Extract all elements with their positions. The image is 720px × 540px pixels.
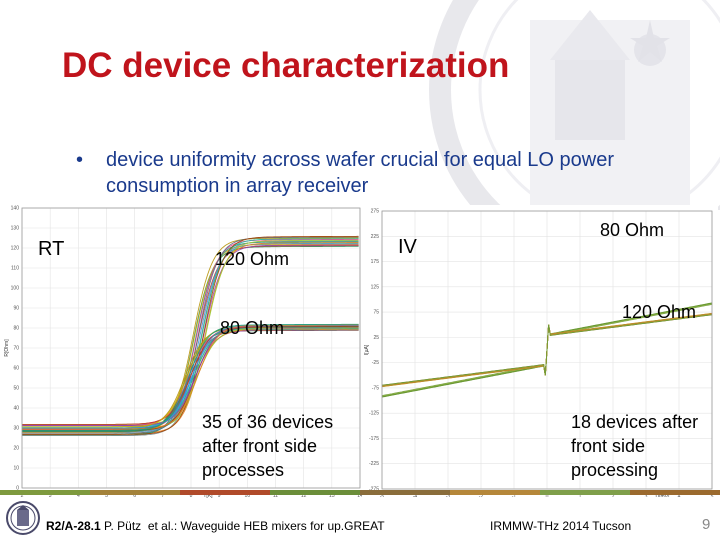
footer-reference-text: P. Pütz et al.: Waveguide HEB mixers for… (100, 519, 385, 533)
bullet-marker: • (76, 149, 84, 171)
rt-y-tick-label: 0 (16, 486, 19, 492)
rt-x-tick-label: 11 (273, 493, 278, 498)
iv-device-curve (381, 314, 713, 386)
rt-y-tick-label: 40 (13, 406, 19, 412)
rt-x-tick-label: 10 (245, 493, 251, 498)
label-80-ohm-right: 80 Ohm (600, 220, 665, 240)
page-number: 9 (702, 516, 711, 533)
iv-x-axis-label: U[mV] (656, 494, 671, 497)
iv-curves (381, 302, 713, 398)
iv-y-tick-label: 75 (373, 310, 379, 316)
rt-y-tick-label: 100 (11, 286, 20, 292)
rt-x-tick-label: 5 (105, 493, 108, 498)
iv-y-tick-label: -275 (369, 487, 379, 493)
rt-x-tick-label: 9 (218, 493, 221, 498)
iv-curve-chart: -5 -4 -3 -2 -1 0 1 2 3 4 5 -275 -225 -175 -125 -75 -25 25… (362, 205, 718, 497)
rt-axes: 2 3 4 5 6 7 8 9 10 11 12 13 140102030405060708090100… (4, 206, 363, 499)
iv-y-tick-label: 125 (371, 284, 380, 290)
iv-x-tick-label: -1 (512, 494, 517, 497)
rt-x-tick-label: 6 (133, 493, 136, 498)
rt-x-tick-label: 4 (77, 493, 80, 498)
iv-y-tick-label: -125 (369, 411, 379, 417)
footer-color-bar (0, 490, 720, 495)
footer-bar-segment (450, 490, 540, 495)
bullet-text: device uniformity across wafer crucial f… (106, 149, 614, 197)
footer-bar-segment (270, 490, 360, 495)
iv-x-tick-label: -5 (380, 494, 385, 497)
iv-y-tick-label: -75 (372, 385, 379, 391)
rt-x-tick-label: 8 (190, 493, 193, 498)
label-80-ohm-left: 80 Ohm (220, 318, 285, 338)
iv-y-tick-label: 275 (371, 209, 380, 215)
rt-x-axis-label: T[K] (203, 493, 213, 498)
footer-bar-segment (90, 490, 180, 495)
rt-y-tick-label: 50 (13, 386, 19, 392)
rt-y-tick-label: 60 (13, 366, 19, 372)
iv-x-tick-label: 1 (579, 494, 582, 497)
slide-title: DC device characterization (62, 46, 510, 85)
rt-y-tick-label: 110 (11, 266, 19, 272)
iv-x-tick-label: 2 (612, 494, 615, 497)
rt-y-tick-label: 10 (13, 466, 19, 472)
rt-x-tick-label: 12 (301, 493, 307, 498)
rt-x-tick-label: 7 (161, 493, 164, 498)
rt-resistance-chart: 2 3 4 5 6 7 8 9 10 11 12 13 140102030405060708090100… (2, 202, 364, 498)
rt-y-tick-label: 20 (13, 446, 19, 452)
rt-y-axis-label: R[Ohm] (4, 339, 10, 357)
iv-y-tick-label: 225 (371, 234, 380, 240)
label-rt: RT (38, 238, 65, 260)
rt-x-tick-label: 3 (49, 493, 52, 498)
rt-curves (22, 235, 359, 437)
iv-x-tick-label: 0 (546, 494, 549, 497)
footer-bar-segment (630, 490, 720, 495)
iv-x-tick-label: 5 (711, 494, 714, 497)
label-devices-left: 35 of 36 devices after front side proces… (202, 412, 334, 480)
rt-y-tick-label: 30 (13, 426, 19, 432)
footer-reference: R2/A-28.1 P. Pütz et al.: Waveguide HEB … (46, 519, 385, 533)
university-seal-watermark (429, 0, 720, 210)
footer-conference: IRMMW-THz 2014 Tucson (490, 519, 632, 533)
university-logo (6, 501, 40, 535)
rt-y-tick-label: 130 (11, 226, 20, 232)
iv-axes: -5 -4 -3 -2 -1 0 1 2 3 4 5 -275 -225 -175 -125 -75 -25 25… (364, 209, 714, 498)
label-devices-right: 18 devices after front side processing (571, 412, 699, 480)
iv-y-tick-label: -175 (369, 436, 379, 442)
rt-device-curve (22, 323, 359, 431)
rt-x-tick-label: 2 (21, 493, 24, 498)
rt-y-tick-label: 140 (11, 206, 20, 212)
rt-y-tick-label: 70 (13, 346, 19, 352)
rt-plot-frame (21, 207, 361, 489)
rt-y-tick-label: 120 (11, 246, 20, 252)
iv-y-tick-label: 175 (371, 259, 380, 265)
label-iv: IV (398, 236, 417, 258)
iv-plot-frame (381, 210, 713, 490)
footer-bar-segment (0, 490, 90, 495)
iv-x-tick-label: 4 (678, 494, 681, 497)
footer-bar-segment (360, 490, 450, 495)
rt-x-tick-label: 14 (357, 493, 363, 498)
footer-reference-code: R2/A-28.1 (46, 519, 101, 533)
footer-bar-segment (180, 490, 270, 495)
iv-y-tick-label: 25 (373, 335, 379, 341)
footer-bar-segment (540, 490, 630, 495)
label-120-ohm-left: 120 Ohm (215, 249, 290, 269)
iv-x-tick-label: -2 (479, 494, 484, 497)
label-120-ohm-right: 120 Ohm (622, 302, 697, 322)
rt-y-tick-label: 90 (13, 306, 19, 312)
iv-x-tick-label: -3 (446, 494, 451, 497)
iv-x-tick-label: -4 (413, 494, 418, 497)
iv-x-tick-label: 3 (645, 494, 648, 497)
iv-y-tick-label: -225 (369, 461, 379, 467)
iv-y-axis-label: I[µA] (364, 344, 370, 355)
iv-y-tick-label: -25 (372, 360, 379, 366)
rt-y-tick-label: 80 (13, 326, 19, 332)
rt-x-tick-label: 13 (329, 493, 335, 498)
